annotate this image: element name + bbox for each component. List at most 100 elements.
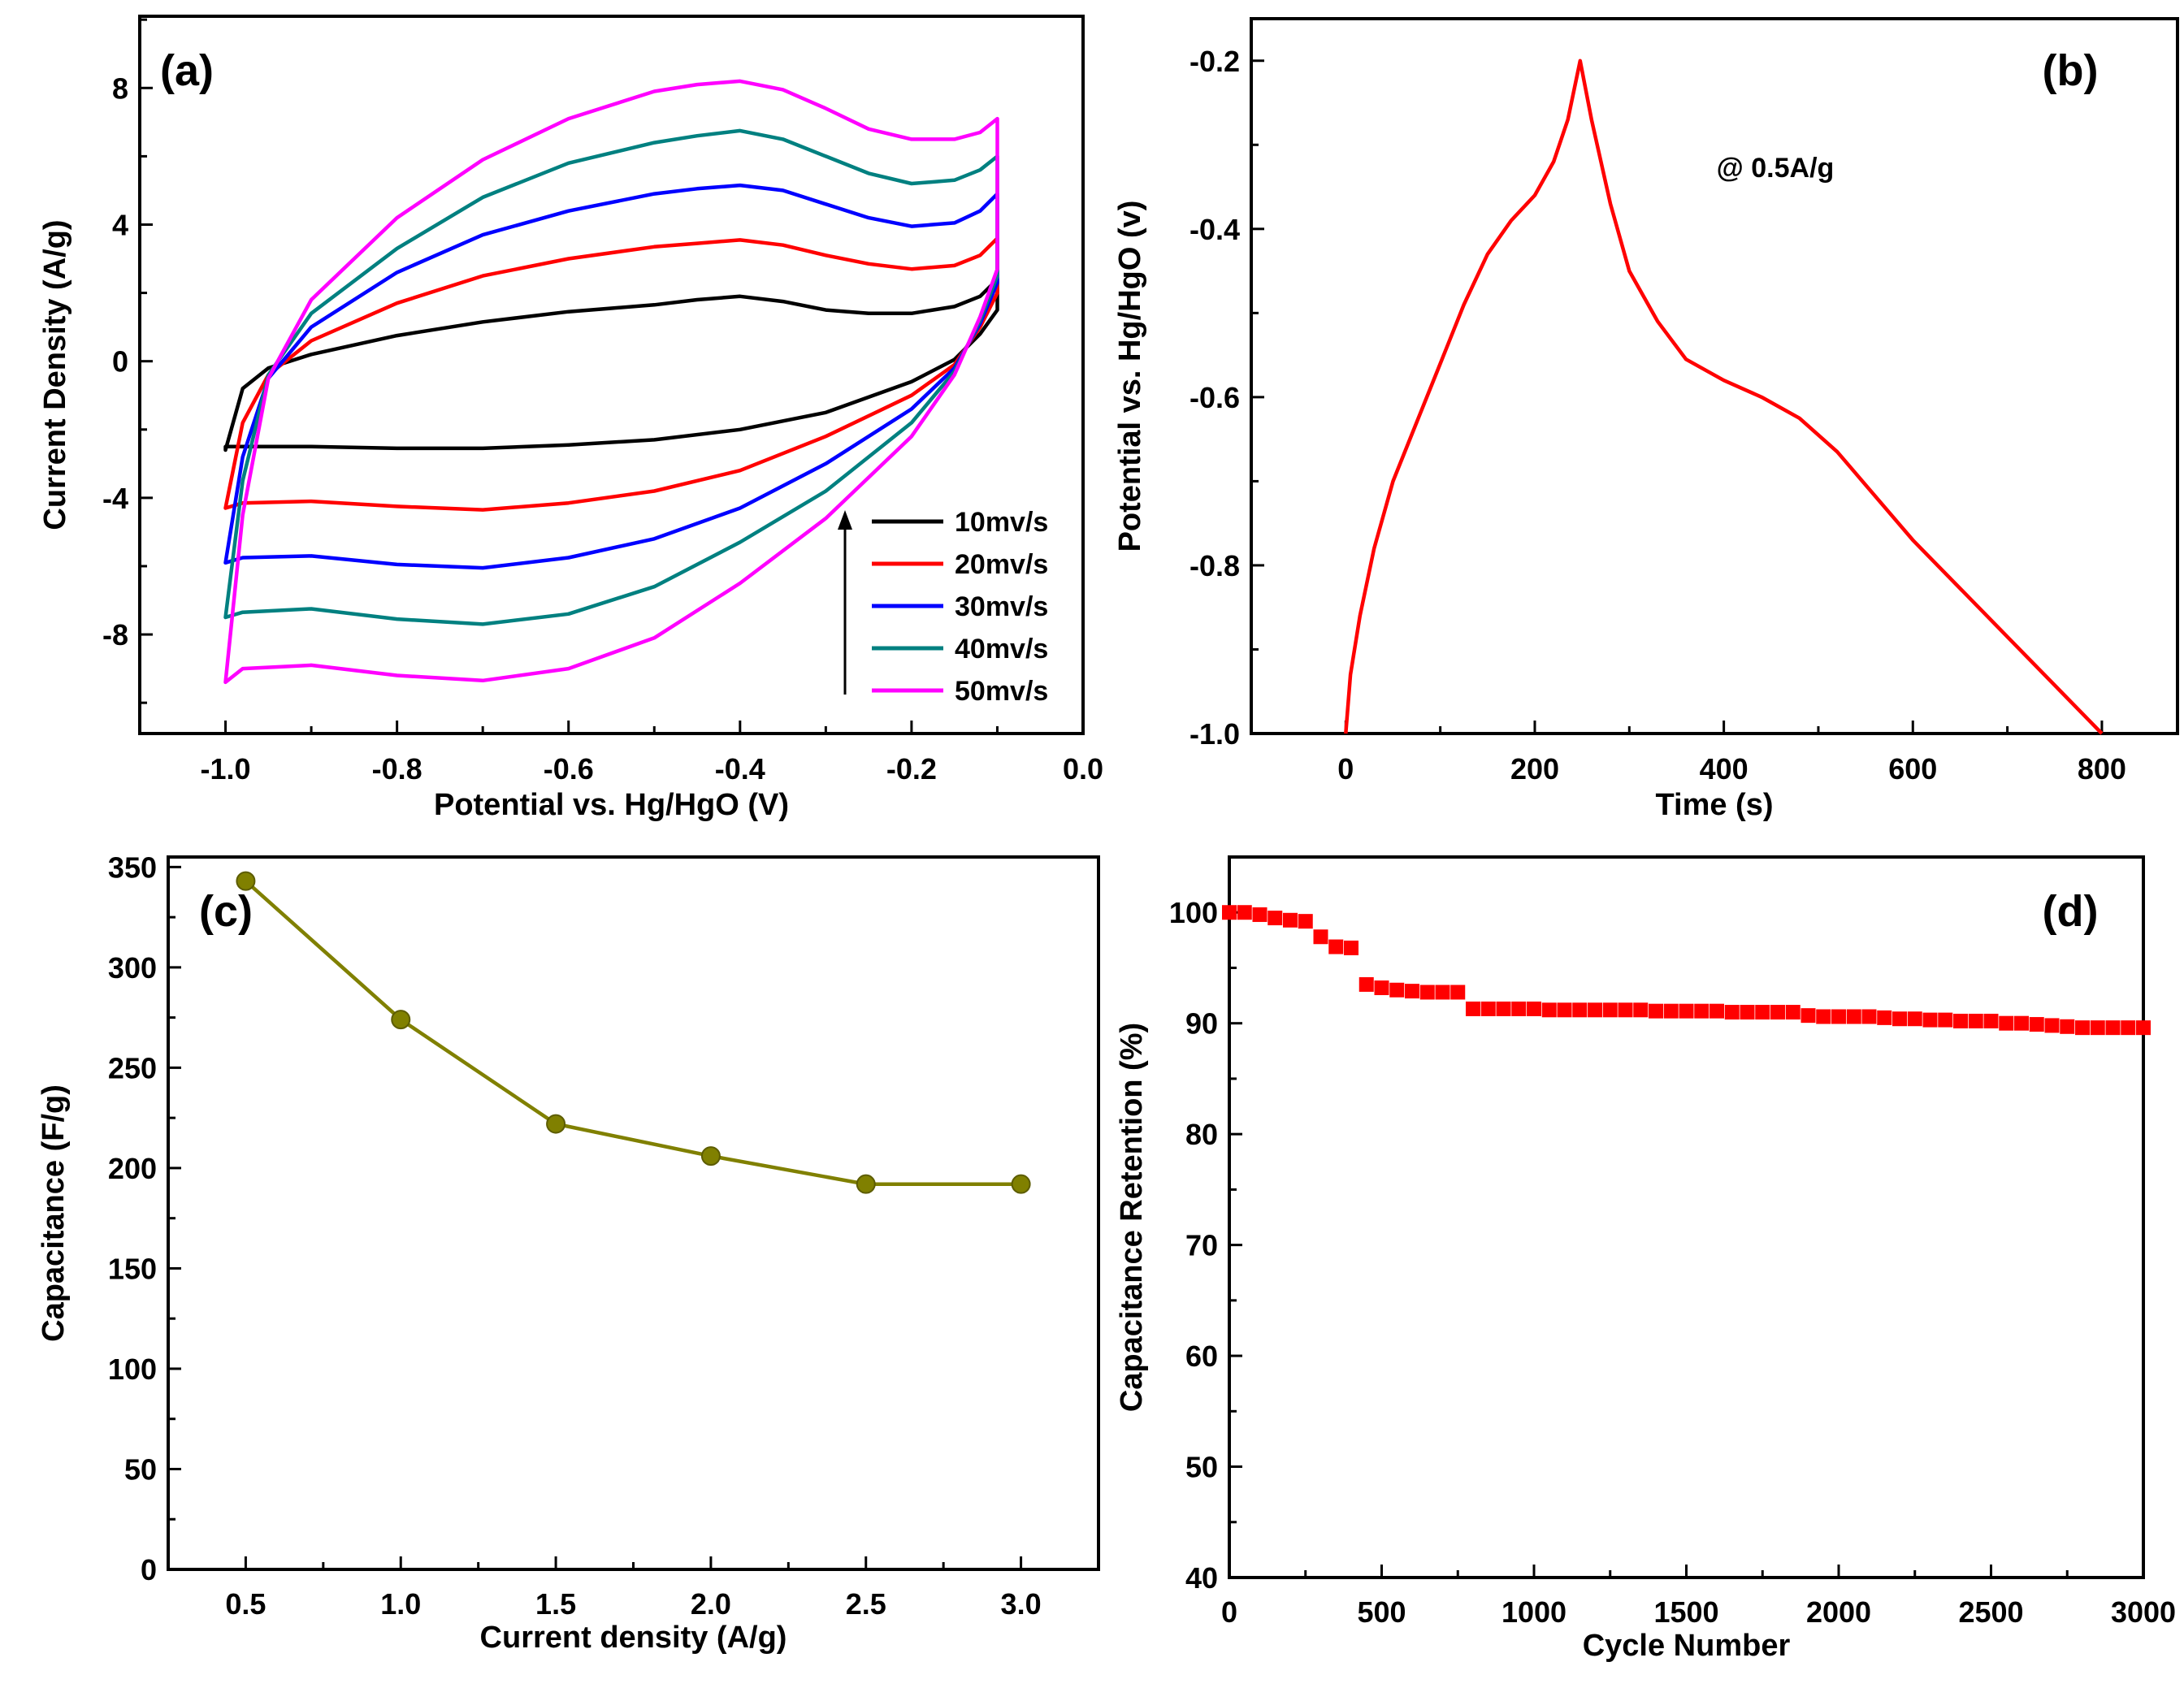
y-tick-label: -4 [102,482,128,515]
retention-point [1466,1001,1480,1016]
y-axis-label: Capacitance Retention (%) [1115,1023,1149,1412]
x-axis-label: Cycle Number [1583,1629,1791,1663]
x-tick-label: 0.5 [225,1587,266,1621]
x-tick-label: 3.0 [1001,1587,1042,1621]
x-tick-label: 2500 [1958,1595,2023,1629]
x-axis-label: Time (s) [1655,788,1773,822]
retention-point [1785,1005,1800,1020]
retention-point [1511,1001,1527,1016]
retention-point [1268,911,1283,926]
retention-point [1877,1010,1892,1025]
retention-point [1953,1013,1968,1028]
capacitance-point [546,1114,566,1134]
x-tick-label: 1.5 [535,1587,576,1621]
current-density-annotation: @ 0.5A/g [1717,153,1835,184]
retention-point [1800,1008,1816,1024]
retention-point [2121,1020,2136,1036]
retention-point [1938,1012,1953,1028]
y-tick-label: 40 [1185,1561,1218,1595]
retention-point [2014,1015,2029,1031]
y-tick-label: 350 [108,850,157,884]
panel-label: (b) [2043,46,2099,95]
x-tick-label: 500 [1357,1595,1406,1629]
cv-curve-30mv-per-s [223,183,999,570]
capacitance-point [236,871,256,891]
y-tick-label: 50 [1185,1451,1218,1484]
x-tick-label: 1.0 [380,1587,421,1621]
panel-label: (d) [2043,887,2099,936]
y-tick-label: 100 [108,1353,157,1386]
retention-point [1328,939,1344,954]
retention-point [1222,905,1237,920]
capacitance-point [391,1010,411,1030]
scan-rate-arrow-head [838,510,852,530]
retention-point [1892,1011,1907,1027]
plot-frame [138,15,1085,735]
y-tick-label: 50 [124,1452,157,1486]
retention-point [1389,982,1405,998]
y-tick-label: 100 [1169,896,1218,929]
gcd-curve [1344,58,2104,735]
x-tick-label: -0.6 [544,752,594,786]
x-tick-label: -1.0 [201,752,251,786]
retention-point [1313,929,1328,945]
retention-point [2060,1019,2075,1034]
x-tick-label: -0.4 [715,752,765,786]
retention-point [1649,1003,1663,1019]
panel-c-capacitance-vs-current: 0.5 1.0 1.5 2.0 2.5 3.0 0 50 100 150 200 250 300 350 C… [37,850,1100,1655]
y-tick-label: -8 [102,618,128,651]
y-tick-label: -0.2 [1190,45,1240,78]
x-tick-label: 0 [1221,1595,1237,1629]
retention-point [1374,980,1389,996]
y-tick-label: 0 [141,1553,157,1586]
y-tick-label: 70 [1185,1229,1218,1262]
retention-point [2029,1017,2044,1032]
x-tick-label: 1500 [1653,1595,1718,1629]
x-axis-label: Potential vs. Hg/HgO (V) [434,788,789,822]
y-axis-label: Potential vs. Hg/HgO (v) [1113,201,1147,552]
retention-point [1831,1009,1846,1024]
legend-label: 20mv/s [955,549,1048,580]
y-tick-label: 8 [112,71,128,105]
y-tick-label: -1.0 [1190,717,1240,751]
retention-point [1907,1011,1922,1027]
retention-point [2105,1020,2121,1036]
x-tick-label: 2.0 [691,1587,731,1621]
legend-label: 30mv/s [955,591,1048,622]
retention-point [1541,1002,1557,1018]
x-tick-label: 200 [1510,752,1559,786]
panel-b-charge-discharge: 0 200 400 600 800 -1.0 -0.8 -0.6 -0.4 -0.2 Time (s… [1113,17,2179,822]
retention-point [1557,1002,1572,1018]
retention-point [1618,1002,1633,1018]
retention-point [1663,1003,1679,1019]
legend-label: 40mv/s [955,634,1048,664]
y-tick-label: 60 [1185,1340,1218,1373]
retention-point [2075,1020,2090,1036]
retention-point [1968,1013,1983,1028]
panel-label: (c) [199,887,253,936]
retention-point [1237,905,1252,920]
x-axis-label: Current density (A/g) [480,1621,787,1655]
retention-point [1770,1005,1785,1020]
legend-label: 10mv/s [955,507,1048,538]
y-tick-label: 90 [1185,1007,1218,1041]
retention-point [1740,1005,1755,1020]
legend: 10mv/s 20mv/s 30mv/s 40mv/s 50mv/s [872,507,1048,707]
y-tick-label: -0.4 [1190,213,1240,246]
y-tick-label: 4 [112,208,128,241]
retention-point [1405,984,1419,999]
retention-point [1435,985,1450,1000]
retention-point [1419,985,1435,1000]
y-axis-label: Current Density (A/g) [38,219,72,530]
y-tick-label: 300 [108,951,157,985]
retention-point [1633,1002,1649,1018]
panel-label: (a) [160,46,214,95]
panel-d-cycling-retention: 0 500 1000 1500 2000 2500 3000 40 50 60 70 80 90 100 C… [1115,855,2176,1663]
y-tick-label: -0.8 [1190,549,1240,582]
y-tick-label: 200 [108,1152,157,1185]
retention-point [1922,1012,1938,1028]
retention-point [1861,1009,1877,1024]
x-tick-label: 400 [1700,752,1748,786]
